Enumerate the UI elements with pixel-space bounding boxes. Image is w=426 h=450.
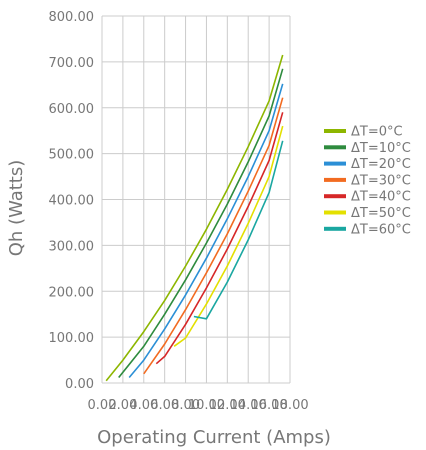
y-tick-label: 700.00 — [49, 56, 95, 71]
x-tick-label: 6.00 — [150, 398, 179, 413]
legend-swatch-1 — [324, 145, 346, 150]
series-line-3 — [143, 97, 284, 375]
y-tick-label: 500.00 — [49, 148, 95, 163]
y-tick-label: 600.00 — [49, 102, 95, 117]
gridlines — [101, 15, 291, 384]
x-axis-title: Operating Current (Amps) — [97, 427, 331, 448]
y-tick-label: 200.00 — [49, 285, 95, 300]
x-tick-label: 16.00 — [251, 398, 288, 413]
y-tick-label: 100.00 — [49, 331, 95, 346]
x-tick-label: 14.00 — [230, 398, 267, 413]
legend-swatch-2 — [324, 161, 346, 166]
y-tick-label: 0.00 — [65, 377, 94, 392]
x-tick-label: 2.00 — [108, 398, 137, 413]
series-line-5 — [173, 125, 284, 347]
legend-label-6: ΔT=60°C — [351, 222, 411, 237]
series-line-1 — [118, 68, 284, 379]
series-line-2 — [128, 83, 284, 379]
series-lines — [105, 54, 284, 382]
x-tick-label: 8.00 — [171, 398, 200, 413]
y-axis-title: Qh (Watts) — [6, 160, 27, 257]
y-tick-label: 800.00 — [49, 10, 95, 25]
x-tick-label: 0.00 — [88, 398, 117, 413]
y-tick-label: 300.00 — [49, 239, 95, 254]
x-tick-label: 10.00 — [188, 398, 225, 413]
y-tick-label: 400.00 — [49, 194, 95, 209]
legend-label-3: ΔT=30°C — [351, 173, 411, 188]
legend-swatch-5 — [324, 210, 346, 215]
x-tick-label: 12.00 — [209, 398, 246, 413]
series-line-4 — [155, 112, 284, 365]
legend-label-5: ΔT=50°C — [351, 206, 411, 221]
legend-swatch-0 — [324, 129, 346, 133]
legend-label-4: ΔT=40°C — [351, 190, 411, 205]
legend-label-0: ΔT=0°C — [351, 125, 403, 140]
x-tick-label: 4.00 — [129, 398, 158, 413]
legend: ΔT=0°CΔT=10°CΔT=20°CΔT=30°C ΔT=40°CΔT=50°… — [324, 125, 411, 237]
series-line-0 — [105, 54, 284, 382]
legend-swatch-6 — [324, 226, 346, 231]
legend-swatch-3 — [324, 177, 346, 182]
x-axis-ticks: 0.002.004.006.008.0010.0012.0014.0016.00… — [88, 398, 309, 413]
x-tick-label: 18.00 — [271, 398, 308, 413]
legend-swatch-4 — [324, 194, 346, 199]
legend-label-2: ΔT=20°C — [351, 157, 411, 172]
legend-label-1: ΔT=10°C — [351, 141, 411, 156]
y-axis-ticks: 0.00 100.00 200.00 300.00 400.00 500.00 600.00… — [49, 10, 95, 392]
series-line-6 — [193, 140, 284, 320]
